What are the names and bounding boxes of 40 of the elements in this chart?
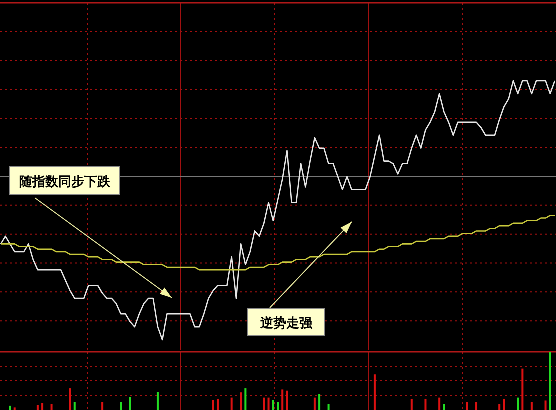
bar <box>102 402 104 410</box>
bar <box>230 398 233 410</box>
bar <box>240 392 242 410</box>
bar <box>268 398 270 410</box>
bar <box>216 398 219 410</box>
bar <box>549 352 552 410</box>
bar <box>272 400 274 410</box>
bar <box>314 398 316 410</box>
bar <box>498 404 501 410</box>
bar <box>42 403 44 410</box>
bar <box>244 388 247 410</box>
bar <box>517 398 520 410</box>
bar <box>36 405 39 410</box>
bar <box>374 374 376 410</box>
bar <box>69 388 72 410</box>
bar <box>286 390 288 410</box>
bar <box>212 400 214 410</box>
bar <box>282 390 284 410</box>
bar <box>544 400 547 410</box>
bar <box>318 394 321 410</box>
bar <box>522 368 524 410</box>
bar <box>156 392 159 410</box>
bar <box>443 404 446 410</box>
bar <box>410 398 413 410</box>
annotation: 随指数同步下跌 <box>20 175 112 190</box>
bar <box>328 404 330 410</box>
annotation: 逆势走强 <box>260 316 314 332</box>
bar <box>424 398 427 410</box>
bar <box>530 402 533 410</box>
bar <box>50 404 53 410</box>
bar <box>503 398 506 410</box>
bar <box>466 402 468 410</box>
bar <box>476 402 478 410</box>
bar <box>129 397 132 410</box>
bar <box>120 402 122 410</box>
bar <box>277 402 279 410</box>
bar <box>263 398 266 410</box>
bar <box>74 402 76 410</box>
bar <box>438 398 441 410</box>
bar <box>9 406 12 410</box>
